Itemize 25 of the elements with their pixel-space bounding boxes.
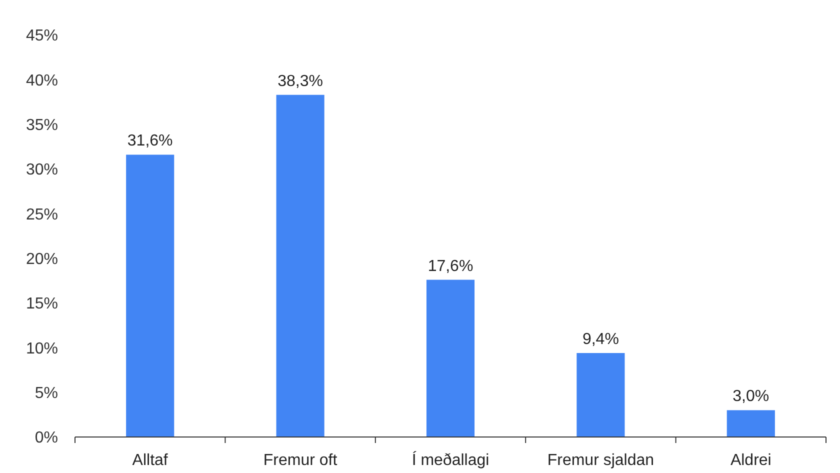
y-tick-label: 35% [26, 116, 58, 134]
bar [426, 280, 475, 437]
y-tick-label: 15% [26, 296, 58, 313]
x-tick-label: Fremur sjaldan [547, 452, 654, 469]
data-label: 3,0% [732, 388, 770, 406]
y-tick-label: 25% [26, 206, 58, 224]
bar [126, 154, 174, 437]
y-tick-label: 0% [34, 430, 58, 447]
data-label: 38,3% [278, 72, 323, 90]
y-tick-label: 45% [26, 28, 58, 45]
bar [576, 353, 625, 437]
x-tick-label: Alltaf [132, 452, 168, 469]
y-tick-label: 10% [26, 340, 58, 358]
x-tick-label: Aldrei [730, 452, 772, 469]
bar [726, 410, 775, 437]
y-tick-label: 30% [26, 162, 58, 179]
data-label: 9,4% [582, 331, 619, 348]
x-tick-label: Fremur oft [263, 452, 338, 469]
y-tick-label: 5% [34, 384, 58, 402]
data-label: 17,6% [428, 258, 474, 275]
y-tick-label: 20% [26, 250, 58, 268]
x-tick-label: Í meðallagi [412, 451, 490, 469]
data-label: 31,6% [127, 132, 173, 150]
y-tick-label: 40% [26, 72, 58, 90]
bar [276, 94, 324, 437]
